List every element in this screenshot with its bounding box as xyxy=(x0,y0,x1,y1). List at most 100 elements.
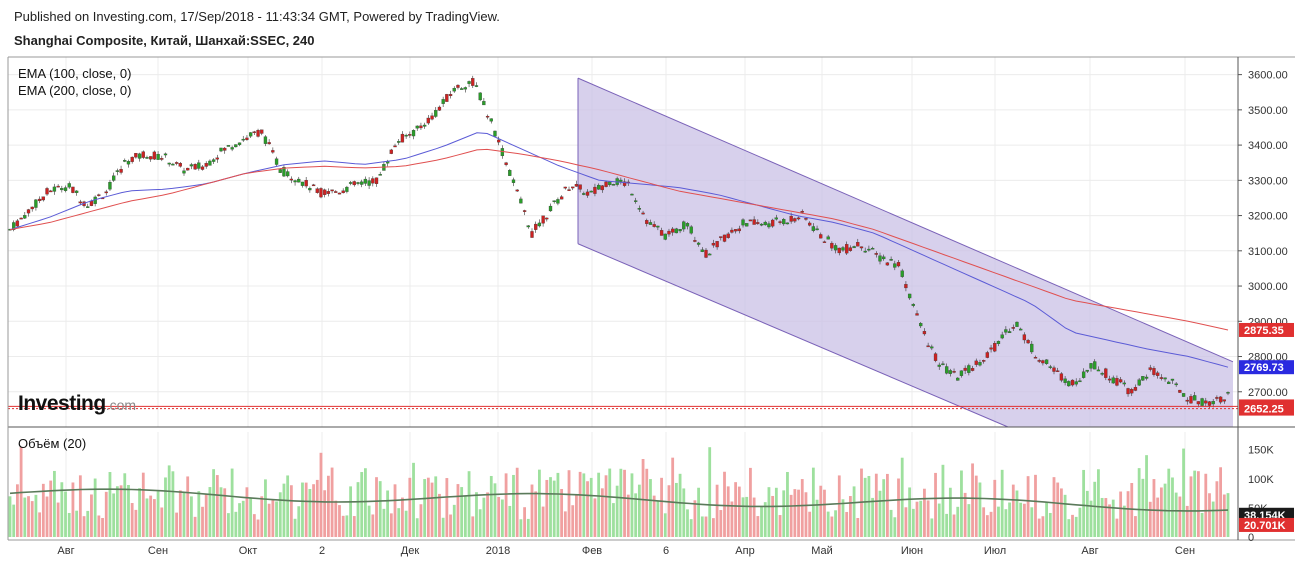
volume-bar xyxy=(549,477,552,537)
candle-down xyxy=(600,185,604,191)
candle-down xyxy=(1026,340,1030,344)
volume-bar xyxy=(1204,473,1208,537)
candle-down xyxy=(1204,400,1208,404)
volume-bar xyxy=(278,492,282,537)
volume-tag-box xyxy=(1239,517,1294,532)
volume-bar xyxy=(1178,496,1182,537)
candle-up xyxy=(60,188,64,191)
volume-bar xyxy=(123,473,127,537)
volume-bar xyxy=(1100,497,1104,537)
volume-bar xyxy=(78,475,82,537)
candle-up xyxy=(511,179,516,183)
candle-down xyxy=(845,244,849,254)
candle-up xyxy=(1226,392,1230,394)
candle-up xyxy=(967,365,971,373)
volume-bar xyxy=(593,498,597,537)
candle-down xyxy=(49,190,53,193)
candle-down xyxy=(963,367,967,371)
volume-bar xyxy=(345,515,349,537)
volume-bar xyxy=(1171,477,1174,537)
candle-down xyxy=(223,147,227,151)
candle-up xyxy=(211,159,216,162)
candle-up xyxy=(1044,359,1049,364)
candle-up xyxy=(263,136,268,144)
candle-down xyxy=(1070,379,1075,386)
candle-down xyxy=(26,209,31,214)
candle-up xyxy=(1170,378,1175,381)
candle-up xyxy=(841,247,845,251)
volume-bar xyxy=(863,477,867,537)
volume-bar xyxy=(563,511,567,537)
volume-bar xyxy=(1196,471,1200,537)
ema200-legend: EMA (200, close, 0) xyxy=(18,83,132,98)
candle-up xyxy=(1007,331,1012,334)
candle-up xyxy=(286,171,290,177)
candle-up xyxy=(86,206,90,208)
volume-bar xyxy=(493,483,497,537)
volume-bar xyxy=(808,511,812,537)
candle-up xyxy=(889,259,893,261)
volume-bar xyxy=(393,484,397,537)
volume-bar xyxy=(689,519,693,537)
volume-bar xyxy=(356,482,360,537)
volume-bar xyxy=(837,475,841,537)
candle-up xyxy=(630,193,634,196)
candle-up xyxy=(907,293,912,299)
volume-bar xyxy=(856,517,860,537)
candle-up xyxy=(482,101,486,106)
volume-bar xyxy=(264,479,267,537)
candle-up xyxy=(919,323,923,327)
volume-bar xyxy=(923,488,926,537)
volume-bar xyxy=(626,494,630,537)
volume-bar xyxy=(745,496,749,537)
candle-up xyxy=(948,370,952,374)
volume-bar xyxy=(948,487,952,537)
candle-up xyxy=(900,270,904,277)
candle-down xyxy=(915,313,919,316)
candle-up xyxy=(63,187,68,191)
volume-bar xyxy=(175,512,178,537)
candle-up xyxy=(508,170,512,176)
candle-up xyxy=(230,147,234,150)
candle-down xyxy=(437,106,442,111)
volume-bar xyxy=(319,452,323,537)
volume-bar xyxy=(1034,474,1037,537)
volume-bar xyxy=(678,473,682,537)
volume-bar xyxy=(419,504,423,537)
candle-down xyxy=(830,242,834,249)
candle-up xyxy=(226,145,231,147)
candle-up xyxy=(941,363,945,366)
volume-bar xyxy=(941,464,945,537)
candle-up xyxy=(363,178,368,184)
candle-down xyxy=(45,188,49,195)
candle-down xyxy=(837,247,841,254)
volume-bar xyxy=(1208,493,1211,537)
volume-bar xyxy=(886,473,889,537)
volume-bar xyxy=(326,475,330,537)
volume-bar xyxy=(93,478,97,537)
candle-down xyxy=(571,186,575,189)
candle-up xyxy=(944,366,949,374)
candle-down xyxy=(1115,378,1119,386)
volume-bar xyxy=(741,497,745,537)
candle-up xyxy=(537,222,542,227)
candle-down xyxy=(374,177,379,184)
channel-upper xyxy=(577,77,1234,363)
ema100-legend: EMA (100, close, 0) xyxy=(18,66,132,81)
volume-bar xyxy=(60,482,64,537)
candle-down xyxy=(1118,379,1123,383)
volume-bar xyxy=(797,489,800,537)
volume-bar xyxy=(282,483,286,537)
candle-down xyxy=(1159,377,1164,379)
volume-bar xyxy=(956,506,960,537)
candle-down xyxy=(1156,372,1160,376)
volume-bar xyxy=(1189,476,1193,537)
candle-up xyxy=(663,233,667,240)
candle-down xyxy=(178,163,182,167)
candle-up xyxy=(145,157,149,159)
volume-bar xyxy=(774,487,778,537)
candle-down xyxy=(1041,360,1045,364)
candle-down xyxy=(604,181,608,187)
volume-bar xyxy=(204,493,208,537)
